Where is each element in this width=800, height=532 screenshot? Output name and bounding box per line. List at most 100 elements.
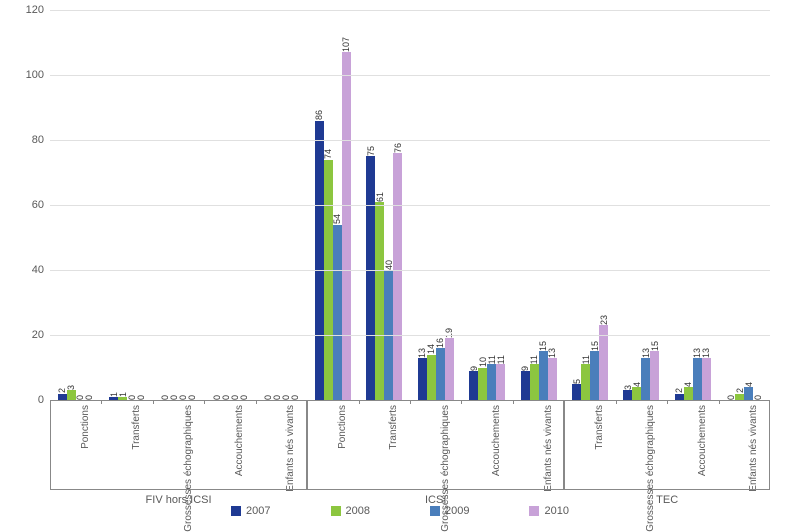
y-tick-label: 0 bbox=[38, 394, 44, 406]
bar: 15 bbox=[539, 351, 548, 400]
bar-value-label: 23 bbox=[599, 313, 609, 325]
bar: 16 bbox=[436, 348, 445, 400]
bar-group: 867454107 bbox=[315, 52, 351, 400]
bar-value-label: 19 bbox=[444, 326, 454, 338]
legend-swatch bbox=[529, 506, 539, 516]
group-bracket bbox=[307, 400, 564, 490]
y-tick-label: 20 bbox=[32, 329, 44, 341]
legend-label: 2007 bbox=[246, 505, 270, 517]
group-label: ICSI bbox=[425, 494, 446, 506]
bar: 54 bbox=[333, 225, 342, 401]
bar-value-label: 11 bbox=[496, 353, 506, 364]
bar: 13 bbox=[548, 358, 557, 400]
legend-item: 2010 bbox=[529, 505, 568, 517]
bar-group: 13141619 bbox=[418, 338, 454, 400]
bar-value-label: 4 bbox=[632, 380, 642, 387]
bar-group: 75614076 bbox=[366, 153, 402, 400]
legend-item: 2007 bbox=[231, 505, 270, 517]
bar-value-label: 0 bbox=[84, 393, 94, 400]
y-tick-label: 120 bbox=[26, 4, 44, 16]
group-bracket bbox=[50, 400, 307, 490]
legend-swatch bbox=[430, 506, 440, 516]
bar: 13 bbox=[418, 358, 427, 400]
y-gridline bbox=[50, 205, 770, 206]
bar-value-label: 54 bbox=[332, 212, 342, 224]
bar: 4 bbox=[744, 387, 753, 400]
bar-value-label: 0 bbox=[230, 393, 240, 400]
bar-group: 9111513 bbox=[521, 351, 557, 400]
bar: 86 bbox=[315, 121, 324, 401]
y-gridline bbox=[50, 10, 770, 11]
bar-group: 2300 bbox=[58, 390, 94, 400]
bar-group: 241313 bbox=[675, 358, 711, 400]
bar-group: 5111523 bbox=[572, 325, 608, 400]
bar-value-label: 11 bbox=[529, 353, 539, 364]
bar: 75 bbox=[366, 156, 375, 400]
bar: 5 bbox=[572, 384, 581, 400]
bar-value-label: 13 bbox=[547, 346, 557, 358]
bar-value-label: 61 bbox=[375, 190, 385, 202]
bar-value-label: 0 bbox=[726, 393, 736, 400]
bar-value-label: 0 bbox=[239, 393, 249, 400]
bar-value-label: 2 bbox=[735, 386, 745, 393]
bar: 15 bbox=[650, 351, 659, 400]
bar: 4 bbox=[684, 387, 693, 400]
bar-value-label: 4 bbox=[744, 380, 754, 387]
bar-value-label: 11 bbox=[581, 353, 591, 364]
bar: 14 bbox=[427, 355, 436, 401]
y-gridline bbox=[50, 270, 770, 271]
bar-value-label: 0 bbox=[212, 393, 222, 400]
y-gridline bbox=[50, 140, 770, 141]
bar: 13 bbox=[702, 358, 711, 400]
bar-group: 341315 bbox=[623, 351, 659, 400]
bar-value-label: 0 bbox=[753, 393, 763, 400]
bar: 15 bbox=[590, 351, 599, 400]
bar: 107 bbox=[342, 52, 351, 400]
y-axis: 020406080100120 bbox=[0, 10, 50, 400]
bar-value-label: 76 bbox=[393, 141, 403, 153]
y-gridline bbox=[50, 75, 770, 76]
y-tick-label: 40 bbox=[32, 264, 44, 276]
bar-value-label: 15 bbox=[590, 339, 600, 351]
bar: 11 bbox=[581, 364, 590, 400]
bar-value-label: 9 bbox=[520, 364, 530, 371]
bar: 4 bbox=[632, 387, 641, 400]
legend-item: 2008 bbox=[331, 505, 370, 517]
bar-value-label: 0 bbox=[290, 393, 300, 400]
bar-value-label: 0 bbox=[187, 393, 197, 400]
legend-label: 2008 bbox=[346, 505, 370, 517]
y-tick-label: 80 bbox=[32, 134, 44, 146]
bar: 11 bbox=[496, 364, 505, 400]
bar: 9 bbox=[521, 371, 530, 400]
bar-group: 9101111 bbox=[469, 364, 505, 400]
bar-value-label: 75 bbox=[366, 144, 376, 156]
bar: 13 bbox=[641, 358, 650, 400]
bar: 10 bbox=[478, 368, 487, 401]
legend: 2007200820092010 bbox=[0, 505, 800, 517]
group-bracket bbox=[564, 400, 770, 490]
legend-label: 2010 bbox=[544, 505, 568, 517]
y-gridline bbox=[50, 335, 770, 336]
bar: 11 bbox=[487, 364, 496, 400]
y-tick-label: 60 bbox=[32, 199, 44, 211]
group-label: FIV hors ICSI bbox=[146, 494, 212, 506]
bar-value-label: 13 bbox=[701, 346, 711, 358]
group-label: TEC bbox=[656, 494, 678, 506]
bar: 9 bbox=[469, 371, 478, 400]
legend-swatch bbox=[231, 506, 241, 516]
bar: 76 bbox=[393, 153, 402, 400]
legend-swatch bbox=[331, 506, 341, 516]
bar: 3 bbox=[623, 390, 632, 400]
bar: 19 bbox=[445, 338, 454, 400]
y-tick-label: 100 bbox=[26, 69, 44, 81]
bar-value-label: 2 bbox=[674, 386, 684, 393]
bar-value-label: 5 bbox=[572, 377, 582, 384]
bar-group: 0240 bbox=[726, 387, 762, 400]
bar-value-label: 0 bbox=[221, 393, 231, 400]
bar-value-label: 15 bbox=[650, 339, 660, 351]
bar: 23 bbox=[599, 325, 608, 400]
bar-value-label: 0 bbox=[136, 393, 146, 400]
bar: 13 bbox=[693, 358, 702, 400]
bar: 11 bbox=[530, 364, 539, 400]
bar-value-label: 107 bbox=[341, 35, 351, 52]
